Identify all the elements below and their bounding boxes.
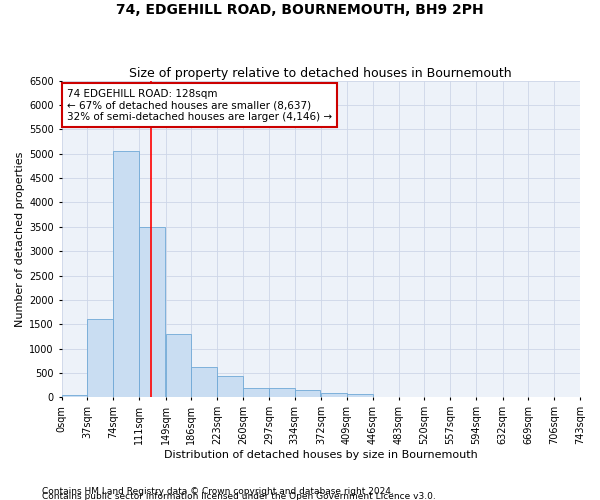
Bar xyxy=(269,388,295,398)
Bar xyxy=(295,390,320,398)
Bar xyxy=(139,227,165,398)
Title: Size of property relative to detached houses in Bournemouth: Size of property relative to detached ho… xyxy=(130,66,512,80)
Bar xyxy=(88,320,113,398)
Bar xyxy=(243,388,269,398)
Bar xyxy=(321,393,347,398)
Text: 74 EDGEHILL ROAD: 128sqm
← 67% of detached houses are smaller (8,637)
32% of sem: 74 EDGEHILL ROAD: 128sqm ← 67% of detach… xyxy=(67,88,332,122)
Bar xyxy=(166,334,191,398)
Bar xyxy=(217,376,243,398)
X-axis label: Distribution of detached houses by size in Bournemouth: Distribution of detached houses by size … xyxy=(164,450,478,460)
Bar xyxy=(191,367,217,398)
Text: Contains public sector information licensed under the Open Government Licence v3: Contains public sector information licen… xyxy=(42,492,436,500)
Text: 74, EDGEHILL ROAD, BOURNEMOUTH, BH9 2PH: 74, EDGEHILL ROAD, BOURNEMOUTH, BH9 2PH xyxy=(116,2,484,16)
Y-axis label: Number of detached properties: Number of detached properties xyxy=(15,152,25,326)
Bar xyxy=(347,394,373,398)
Bar xyxy=(62,395,88,398)
Text: Contains HM Land Registry data © Crown copyright and database right 2024.: Contains HM Land Registry data © Crown c… xyxy=(42,486,394,496)
Bar xyxy=(113,152,139,398)
